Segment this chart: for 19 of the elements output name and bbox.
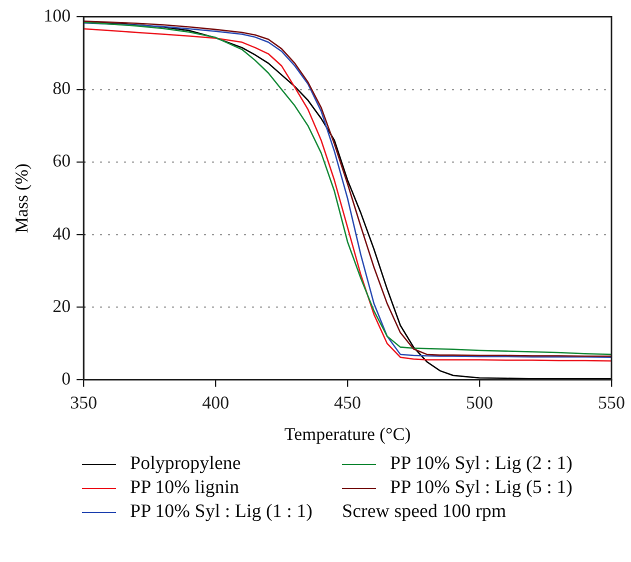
x-tick-label: 400: [202, 392, 230, 412]
x-tick-label: 550: [598, 392, 625, 412]
y-tick-label: 80: [52, 78, 71, 98]
legend-label: Polypropylene: [130, 453, 241, 475]
text: Screw speed 100 rpm: [342, 500, 508, 524]
legend-label: PP 10% Syl : Lig (5 : 1): [390, 477, 572, 499]
x-tick-label: 450: [334, 392, 362, 412]
x-tick-label: 350: [70, 392, 98, 412]
y-tick-label: 0: [62, 368, 71, 389]
y-tick-label: 100: [44, 6, 71, 26]
legend-label: PP 10% lignin: [130, 477, 240, 499]
legend-label: PP 10% Syl : Lig (1 : 1): [130, 501, 312, 523]
y-axis-title: Mass (%): [12, 164, 32, 234]
legend-label: PP 10% Syl : Lig (2 : 1): [390, 453, 572, 475]
y-tick-label: 40: [52, 223, 71, 244]
x-tick-label: 500: [466, 392, 494, 412]
y-tick-label: 60: [52, 150, 71, 171]
x-axis-title: Temperature (°C): [284, 424, 411, 444]
y-tick-label: 20: [52, 296, 71, 316]
